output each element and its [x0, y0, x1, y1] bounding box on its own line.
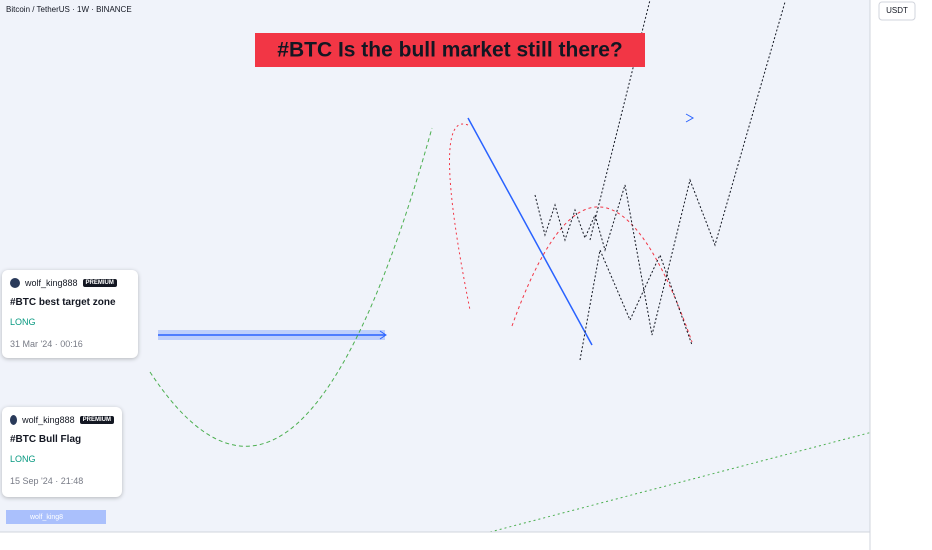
idea-card[interactable]: wolf_king888 PREMIUM #BTC Bull Flag LONG …	[2, 407, 122, 497]
watermark: wolf_king8	[29, 514, 63, 521]
arrow-head	[379, 330, 387, 340]
watermark-box	[6, 510, 106, 524]
idea-title: #BTC best target zone	[10, 297, 116, 308]
drawings	[149, 0, 881, 533]
projection-arc	[449, 123, 471, 311]
idea-title: #BTC Bull Flag	[10, 434, 82, 445]
author: wolf_king888	[25, 278, 78, 288]
currency: USDT	[886, 6, 908, 15]
direction: LONG	[10, 454, 36, 464]
projection-path	[589, 0, 651, 241]
symbol: Bitcoin / TetherUS · 1W · BINANCE	[6, 5, 132, 14]
badge: PREMIUM	[79, 416, 114, 424]
idea-card[interactable]: wolf_king888 PREMIUM #BTC best target zon…	[2, 270, 138, 358]
time-axis	[0, 532, 870, 550]
avatar	[10, 278, 20, 288]
downtrend-line	[467, 117, 593, 346]
price-axis	[870, 0, 932, 550]
date: 31 Mar '24 · 00:16	[10, 339, 83, 349]
chart-title: #BTC Is the bull market still there?	[277, 39, 622, 62]
badge: PREMIUM	[82, 279, 117, 287]
trend-line	[489, 429, 881, 533]
title-banner	[255, 33, 645, 67]
author: wolf_king888	[22, 415, 75, 425]
date: 15 Sep '24 · 21:48	[10, 476, 84, 486]
arrow-head	[685, 113, 695, 123]
projection-arc	[149, 127, 433, 447]
plot-background	[0, 0, 870, 532]
avatar	[10, 415, 18, 425]
direction: LONG	[10, 317, 36, 327]
projection-arc	[511, 206, 693, 343]
projection-path	[534, 1, 786, 336]
currency-box	[878, 1, 916, 21]
